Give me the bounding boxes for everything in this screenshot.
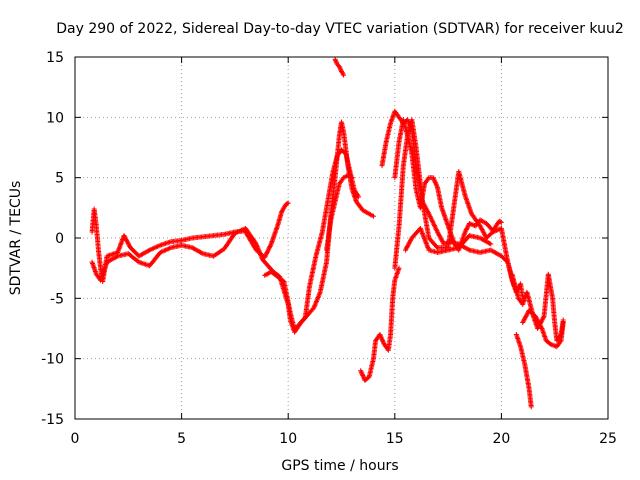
- x-tick-label: 20: [492, 431, 510, 447]
- x-tick-label: 0: [71, 431, 80, 447]
- data-point: [497, 219, 503, 225]
- data-point: [560, 319, 566, 325]
- y-tick-label: 15: [46, 50, 64, 66]
- data-point: [285, 200, 291, 206]
- data-point: [356, 194, 362, 200]
- data-point: [284, 201, 290, 207]
- x-axis-label: GPS time / hours: [281, 458, 398, 474]
- y-tick-label: 10: [46, 110, 64, 126]
- y-tick-label: -5: [50, 291, 64, 307]
- x-tick-label: 25: [599, 431, 617, 447]
- data-points: [89, 56, 566, 410]
- y-tick-label: 0: [55, 231, 64, 247]
- x-tick-label: 15: [386, 431, 404, 447]
- data-point: [498, 219, 504, 225]
- data-point: [488, 241, 494, 247]
- data-point: [349, 175, 355, 181]
- x-tick-label: 5: [177, 431, 186, 447]
- y-axis-label: SDTVAR / TECUs: [8, 181, 24, 296]
- y-tick-label: -10: [41, 352, 64, 368]
- data-point: [528, 404, 534, 410]
- data-point: [341, 72, 347, 78]
- data-point: [396, 265, 402, 271]
- grid-layer: [75, 57, 608, 419]
- data-point: [370, 213, 376, 219]
- plot-frame: [74, 56, 609, 420]
- y-tick-labels: 15 10 5 0 -5 -10 -15: [41, 50, 64, 428]
- chart-title: Day 290 of 2022, Sidereal Day-to-day VTE…: [56, 21, 624, 37]
- data-point: [301, 316, 307, 322]
- x-tick-labels: 0 5 10 15 20 25: [71, 431, 617, 447]
- data-point: [433, 244, 439, 250]
- y-tick-label: 5: [55, 171, 64, 187]
- axis-ticks: [74, 56, 609, 420]
- y-tick-label: -15: [41, 412, 64, 428]
- x-tick-label: 10: [279, 431, 297, 447]
